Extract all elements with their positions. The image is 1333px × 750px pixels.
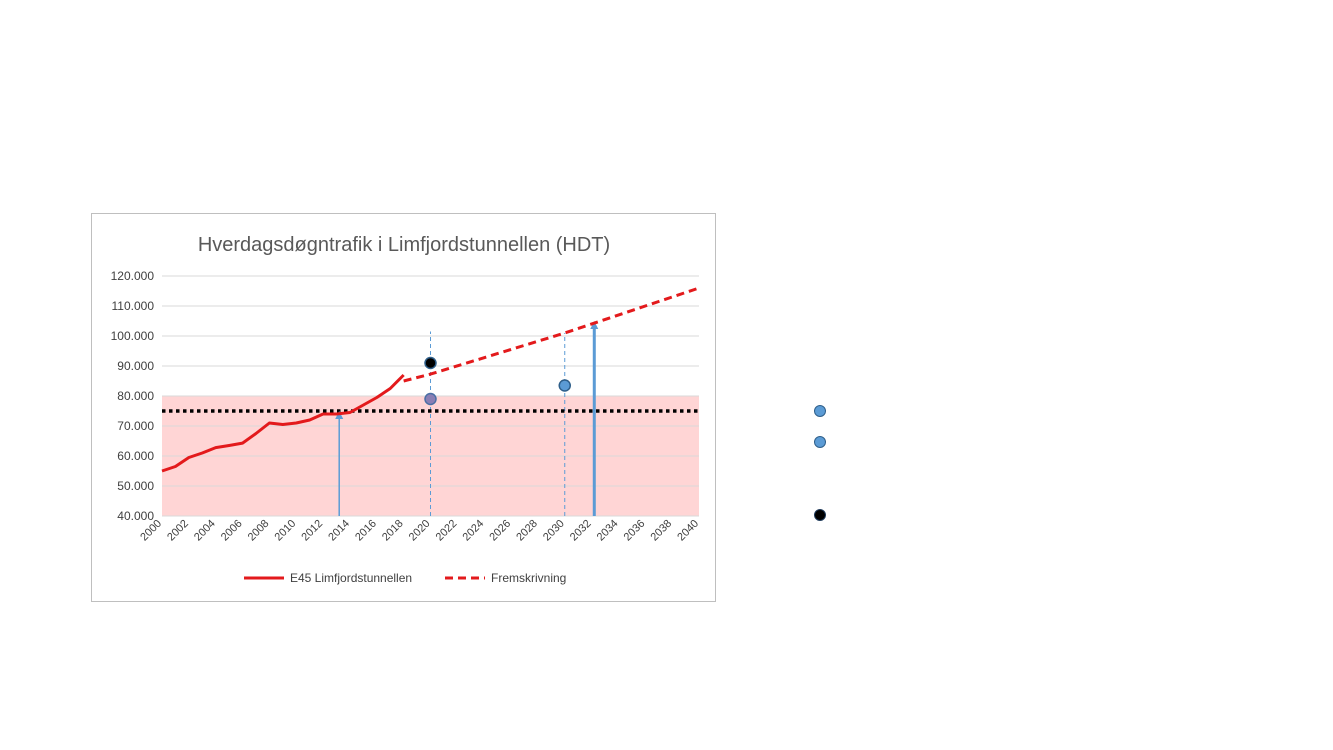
x-tick-label: 2010: [273, 518, 299, 544]
y-tick-label: 60.000: [117, 449, 154, 463]
chart-canvas: Hverdagsdøgntrafik i Limfjordstunnellen …: [111, 234, 702, 585]
legend-item-e45-label: E45 Limfjordstunnellen: [290, 571, 412, 585]
x-tick-label: 2036: [622, 518, 648, 544]
x-tick-label: 2018: [380, 518, 406, 544]
y-tick-label: 110.000: [112, 299, 155, 313]
x-tick-label: 2040: [675, 518, 701, 544]
x-tick-label: 2012: [299, 518, 325, 544]
chart-title: Hverdagsdøgntrafik i Limfjordstunnellen …: [198, 234, 610, 256]
x-tick-label: 2030: [541, 518, 567, 544]
x-tick-label: 2028: [514, 518, 540, 544]
x-tick-label: 2016: [353, 518, 379, 544]
x-tick-label: 2034: [595, 518, 621, 544]
side-marker: [814, 405, 826, 417]
x-tick-label: 2024: [461, 518, 487, 544]
data-point-marker: [558, 379, 571, 392]
x-tick-label: 2038: [648, 518, 674, 544]
x-tick-label: 2002: [165, 518, 191, 544]
x-tick-label: 2004: [192, 518, 218, 544]
y-tick-label: 120.000: [111, 269, 155, 283]
data-point-marker: [424, 356, 437, 370]
legend-item-fremskrivning-label: Fremskrivning: [491, 571, 566, 585]
x-tick-label: 2014: [326, 518, 352, 544]
side-marker: [814, 436, 826, 448]
chart-frame: Hverdagsdøgntrafik i Limfjordstunnellen …: [91, 213, 716, 602]
y-tick-label: 50.000: [117, 479, 154, 493]
series-line-fremskrivning: [403, 286, 700, 383]
x-tick-label: 2022: [434, 518, 460, 544]
x-tick-label: 2008: [246, 518, 272, 544]
y-tick-label: 100.000: [111, 329, 155, 343]
x-tick-label: 2026: [487, 518, 513, 544]
y-tick-label: 40.000: [117, 509, 154, 523]
arrow-head: [590, 321, 599, 329]
x-tick-label: 2020: [407, 518, 433, 544]
y-tick-label: 90.000: [117, 359, 154, 373]
y-tick-label: 80.000: [117, 389, 154, 403]
y-tick-label: 70.000: [117, 419, 154, 433]
side-marker: [814, 509, 826, 521]
x-tick-label: 2006: [219, 518, 245, 544]
data-point-marker: [424, 392, 437, 406]
x-tick-label: 2032: [568, 518, 594, 544]
series-line-e45: [161, 373, 405, 473]
